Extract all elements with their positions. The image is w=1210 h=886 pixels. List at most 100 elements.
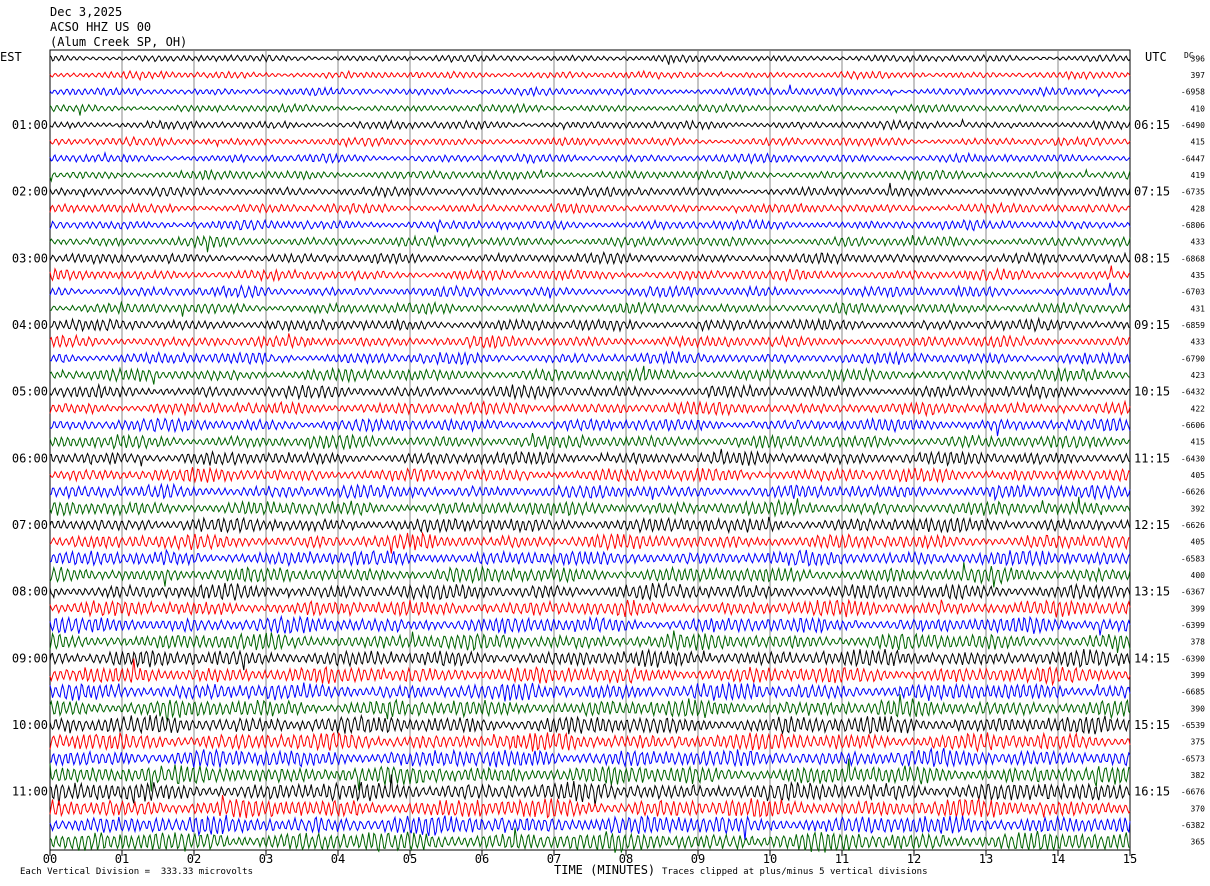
- left-hour-label: 09:00: [12, 651, 48, 665]
- x-tick-label: 00: [43, 852, 57, 866]
- station-id: ACSO HHZ US 00: [50, 20, 152, 34]
- seismic-trace: [49, 630, 1131, 653]
- dc-offset-value: 378: [1191, 638, 1206, 647]
- seismic-trace: [49, 466, 1131, 484]
- dc-offset-value: -6539: [1181, 721, 1205, 730]
- left-hour-label: 11:00: [12, 785, 48, 799]
- seismic-trace: [49, 282, 1131, 299]
- seismic-trace: [49, 531, 1130, 554]
- dc-offset-value: 390: [1191, 704, 1206, 713]
- right-hour-label: 12:15: [1134, 518, 1170, 532]
- dc-offset-value: 410: [1191, 104, 1206, 113]
- clip-note: Traces clipped at plus/minus 5 vertical …: [662, 867, 928, 877]
- dc-offset-value: -6573: [1181, 754, 1205, 763]
- seismic-trace: [49, 182, 1131, 199]
- dc-column-header: DC: [1184, 51, 1194, 60]
- seismic-trace: [49, 562, 1131, 588]
- x-tick-label: 07: [547, 852, 561, 866]
- dc-offset-value: 415: [1191, 138, 1206, 147]
- x-tick-label: 11: [835, 852, 849, 866]
- right-hour-label: 06:15: [1134, 118, 1170, 132]
- x-tick-label: 03: [259, 852, 273, 866]
- seismic-trace: [49, 167, 1131, 183]
- dc-offset-value: 405: [1191, 538, 1206, 547]
- seismic-trace: [49, 151, 1131, 165]
- dc-offset-value: -6367: [1181, 588, 1205, 597]
- left-hour-label: 02:00: [12, 185, 48, 199]
- seismic-trace: [49, 814, 1131, 841]
- seismic-trace: [49, 496, 1131, 518]
- dc-offset-value: 431: [1191, 304, 1206, 313]
- dc-offset-value: 399: [1191, 671, 1206, 680]
- right-hour-label: 09:15: [1134, 318, 1170, 332]
- x-tick-label: 13: [979, 852, 993, 866]
- dc-offset-value: -6868: [1181, 254, 1205, 263]
- dc-offset-value: 365: [1191, 838, 1206, 847]
- seismic-trace: [49, 827, 1131, 854]
- seismic-trace: [49, 117, 1131, 131]
- dc-offset-value: 435: [1191, 271, 1206, 280]
- dc-offset-value: -6806: [1181, 221, 1205, 230]
- seismic-trace: [49, 694, 1131, 722]
- dc-offset-value: -6430: [1181, 454, 1205, 463]
- x-tick-label: 10: [763, 852, 777, 866]
- x-axis-title: TIME (MINUTES): [554, 863, 656, 877]
- x-tick-label: 01: [115, 852, 129, 866]
- x-tick-label: 15: [1123, 852, 1137, 866]
- seismic-trace: [49, 251, 1131, 266]
- seismic-trace: [49, 365, 1131, 385]
- dc-offset-value: 428: [1191, 204, 1206, 213]
- dc-offset-value: -6790: [1181, 354, 1205, 363]
- right-hour-label: 13:15: [1134, 585, 1170, 599]
- plot-frame: [49, 49, 1131, 851]
- seismic-trace: [49, 548, 1131, 568]
- left-hour-label: 04:00: [12, 318, 48, 332]
- dc-offset-value: 405: [1191, 471, 1206, 480]
- left-hour-label: 06:00: [12, 451, 48, 465]
- seismic-trace: [49, 448, 1131, 467]
- left-hour-label: 03:00: [12, 251, 48, 265]
- dc-offset-value: 399: [1191, 604, 1206, 613]
- dc-offset-value: -6685: [1181, 688, 1205, 697]
- plot-date: Dec 3,2025: [50, 5, 123, 19]
- scale-note: Each Vertical Division = 333.33 microvol…: [20, 867, 253, 877]
- seismic-trace: [49, 382, 1131, 401]
- dc-offset-value: 370: [1191, 804, 1206, 813]
- left-hour-label: 05:00: [12, 385, 48, 399]
- dc-offset-value: 423: [1191, 371, 1206, 380]
- right-hour-label: 11:15: [1134, 451, 1170, 465]
- dc-offset-value: 400: [1191, 571, 1206, 580]
- dc-offset-value: -6447: [1181, 154, 1205, 163]
- x-tick-label: 04: [331, 852, 345, 866]
- seismic-trace: [49, 265, 1131, 283]
- seismic-trace: [49, 582, 1131, 602]
- left-hour-label: 01:00: [12, 118, 48, 132]
- dc-offset-value: 415: [1191, 438, 1206, 447]
- dc-offset-value: -6626: [1181, 488, 1205, 497]
- seismic-trace: [49, 84, 1131, 98]
- seismic-trace: [49, 648, 1131, 671]
- x-tick-label: 08: [619, 852, 633, 866]
- left-hour-label: 07:00: [12, 518, 48, 532]
- seismic-trace: [49, 598, 1131, 618]
- right-hour-label: 08:15: [1134, 251, 1170, 265]
- right-timezone-label: UTC: [1145, 50, 1167, 64]
- seismic-trace: [49, 316, 1131, 333]
- dc-offset-value: -6382: [1181, 821, 1205, 830]
- dc-offset-value: -6626: [1181, 521, 1205, 530]
- dc-offset-value: -6703: [1181, 288, 1205, 297]
- left-timezone-label: EST: [0, 50, 22, 64]
- seismic-trace: [49, 482, 1131, 502]
- seismic-trace: [49, 713, 1131, 736]
- dc-offset-value: 419: [1191, 171, 1206, 180]
- seismic-trace: [49, 69, 1131, 82]
- x-tick-label: 12: [907, 852, 921, 866]
- seismic-trace: [49, 218, 1131, 233]
- dc-offset-value: -6490: [1181, 121, 1205, 130]
- left-hour-label: 08:00: [12, 585, 48, 599]
- seismic-trace: [50, 300, 1131, 317]
- seismic-trace: [49, 53, 1131, 65]
- seismic-trace: [49, 135, 1131, 149]
- seismic-trace: [49, 350, 1131, 366]
